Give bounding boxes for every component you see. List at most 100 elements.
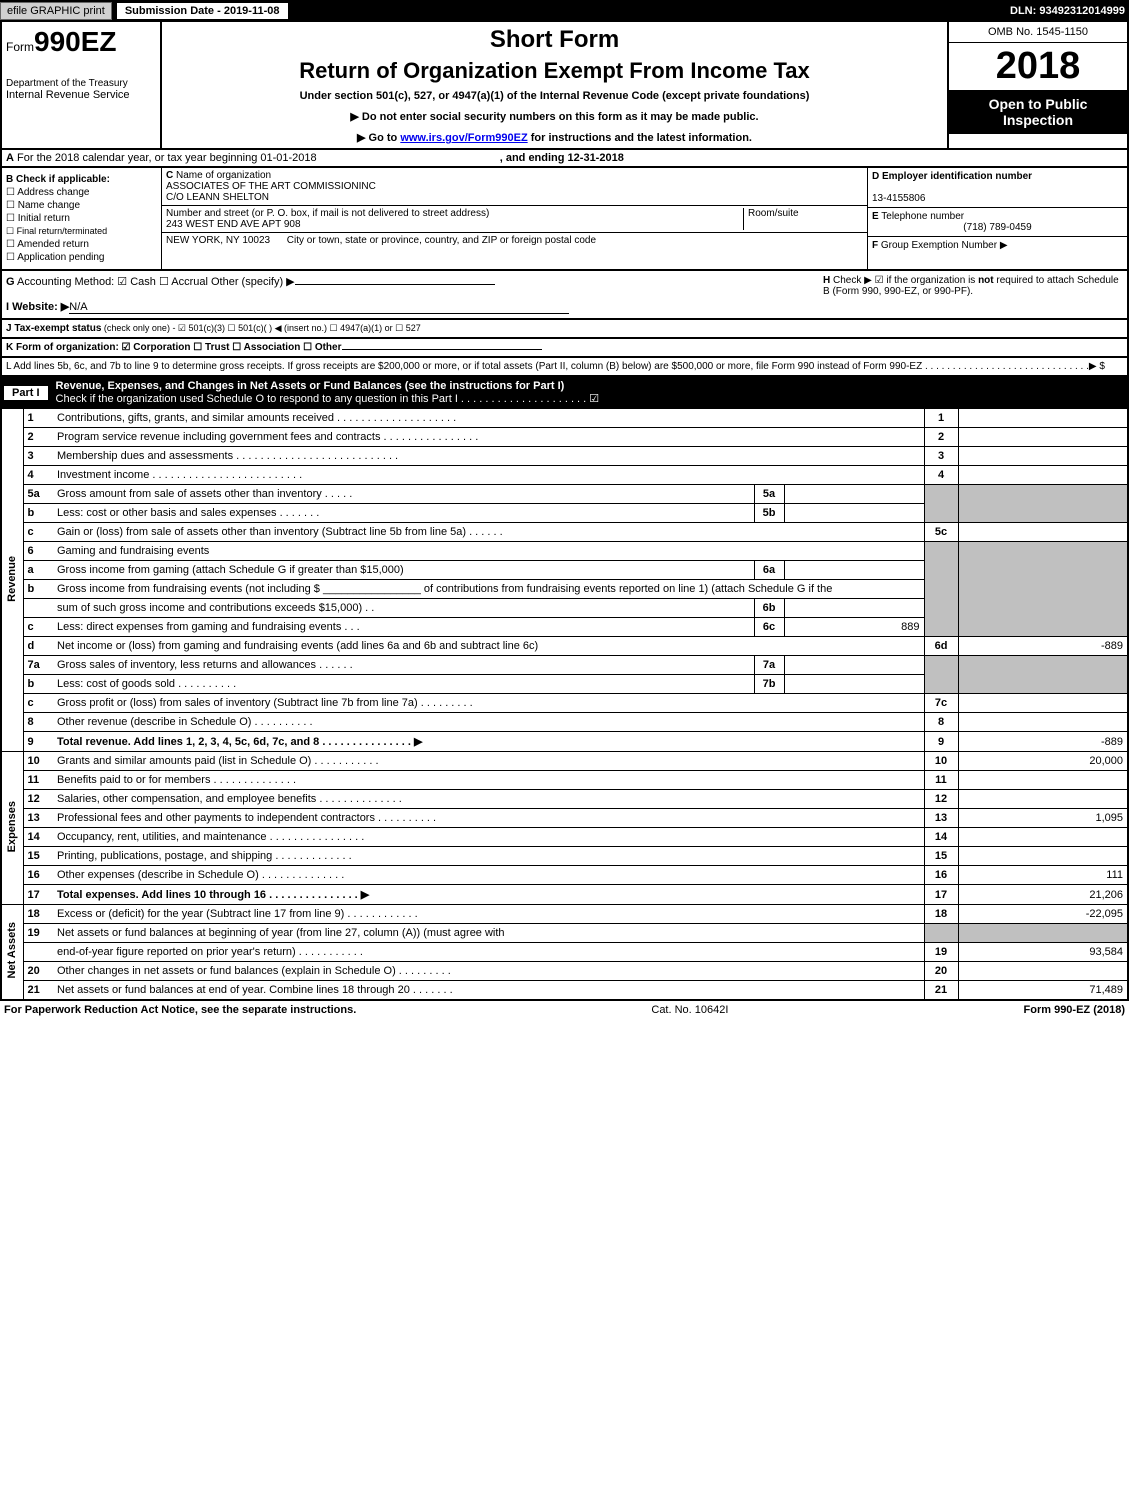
e-text: Telephone number [879,211,964,222]
part1-label: Part I [4,386,48,400]
check-address-change[interactable]: ☐ Address change [6,187,157,198]
omb-number: OMB No. 1545-1150 [949,22,1127,43]
city-label: City or town, state or province, country… [287,235,596,246]
line-9-desc: Total revenue. Add lines 1, 2, 3, 4, 5c,… [53,732,924,752]
line-11-rnum: 11 [924,771,958,790]
line-15-num: 15 [23,847,53,866]
line-16-desc: Other expenses (describe in Schedule O) … [53,866,924,885]
line-13-val: 1,095 [958,809,1128,828]
line-7c-rnum: 7c [924,694,958,713]
line-20-desc: Other changes in net assets or fund bala… [53,962,924,981]
line-9-rnum: 9 [924,732,958,752]
shaded-7 [924,656,958,694]
f-text: Group Exemption Number ▶ [878,240,1007,251]
line-3-val [958,447,1128,466]
phone: (718) 789-0459 [872,222,1123,233]
k-text: K Form of organization: ☑ Corporation ☐ … [6,342,342,353]
line-1-rnum: 1 [924,409,958,428]
check-app-pending[interactable]: ☐ Application pending [6,252,157,263]
org-name: ASSOCIATES OF THE ART COMMISSIONINC [166,181,376,192]
d-label: D Employer identification number [872,171,1032,182]
expenses-side-label: Expenses [1,752,23,905]
part1-check-line: Check if the organization used Schedule … [56,393,600,405]
line-5b-desc: Less: cost or other basis and sales expe… [53,504,754,523]
line-19-num: 19 [23,924,53,943]
line-2-desc: Program service revenue including govern… [53,428,924,447]
ein: 13-4155806 [872,193,925,204]
line-20-rnum: 20 [924,962,958,981]
g-label: G [6,276,15,288]
return-title: Return of Organization Exempt From Incom… [170,58,939,84]
line-6c-desc: Less: direct expenses from gaming and fu… [53,618,754,637]
line-5b-num: b [23,504,53,523]
line-7c-num: c [23,694,53,713]
i-label: I Website: ▶ [6,301,69,313]
check-final-return[interactable]: ☐ Final return/terminated [6,226,157,237]
line-21-val: 71,489 [958,981,1128,1001]
line-5b-mval [784,504,924,523]
check-name-change[interactable]: ☐ Name change [6,200,157,211]
h-not: not [978,275,994,286]
line-7b-mval [784,675,924,694]
footer-center: Cat. No. 10642I [651,1004,728,1016]
line-17-rnum: 17 [924,885,958,905]
goto-line: ▶ Go to www.irs.gov/Form990EZ for instru… [170,131,939,144]
shaded-6 [924,542,958,637]
line-11-val [958,771,1128,790]
line-10-desc: Grants and similar amounts paid (list in… [53,752,924,771]
goto-suffix: for instructions and the latest informat… [528,132,752,144]
line-6d-desc: Net income or (loss) from gaming and fun… [53,637,924,656]
open-to-public: Open to Public Inspection [949,90,1127,134]
line-19b-val: 93,584 [958,943,1128,962]
line-7a-desc: Gross sales of inventory, less returns a… [53,656,754,675]
line-8-desc: Other revenue (describe in Schedule O) .… [53,713,924,732]
section-b: B Check if applicable: ☐ Address change … [0,168,1129,271]
line-6b2-desc: sum of such gross income and contributio… [53,599,754,618]
line-20-num: 20 [23,962,53,981]
line-18-rnum: 18 [924,905,958,924]
line-5b-mnum: 5b [754,504,784,523]
line-6-desc: Gaming and fundraising events [53,542,924,561]
line-6c-mval: 889 [784,618,924,637]
line-9-val: -889 [958,732,1128,752]
line-21-desc: Net assets or fund balances at end of ye… [53,981,924,1001]
line-8-num: 8 [23,713,53,732]
form-prefix: Form [6,40,34,54]
line-6d-rnum: 6d [924,637,958,656]
line-2-rnum: 2 [924,428,958,447]
a-label: A [6,152,14,164]
goto-prefix: ▶ Go to [357,132,400,144]
line-19b-rnum: 19 [924,943,958,962]
line-7a-num: 7a [23,656,53,675]
line-6a-mval [784,561,924,580]
line-3-desc: Membership dues and assessments . . . . … [53,447,924,466]
line-13-rnum: 13 [924,809,958,828]
line-6a-desc: Gross income from gaming (attach Schedul… [53,561,754,580]
line-5a-desc: Gross amount from sale of assets other t… [53,485,754,504]
line-7b-num: b [23,675,53,694]
line-17-desc: Total expenses. Add lines 10 through 16 … [53,885,924,905]
line-9-num: 9 [23,732,53,752]
line-20-val [958,962,1128,981]
line-14-desc: Occupancy, rent, utilities, and maintena… [53,828,924,847]
line-1-val [958,409,1128,428]
efile-print-button[interactable]: efile GRAPHIC print [0,2,112,20]
check-initial-return[interactable]: ☐ Initial return [6,213,157,224]
check-amended[interactable]: ☐ Amended return [6,239,157,250]
line-1-num: 1 [23,409,53,428]
line-13-desc: Professional fees and other payments to … [53,809,924,828]
website-value: N/A [69,301,569,314]
line-13-num: 13 [23,809,53,828]
line-5a-mnum: 5a [754,485,784,504]
section-gh: G Accounting Method: ☑ Cash ☐ Accrual Ot… [0,271,1129,320]
line-14-val [958,828,1128,847]
a-text: For the 2018 calendar year, or tax year … [14,152,317,164]
line-5c-rnum: 5c [924,523,958,542]
line-7c-val [958,694,1128,713]
line-15-val [958,847,1128,866]
line-12-desc: Salaries, other compensation, and employ… [53,790,924,809]
line-18-num: 18 [23,905,53,924]
line-7c-desc: Gross profit or (loss) from sales of inv… [53,694,924,713]
line-6b-desc: Gross income from fundraising events (no… [53,580,924,599]
irs-link[interactable]: www.irs.gov/Form990EZ [400,132,527,144]
